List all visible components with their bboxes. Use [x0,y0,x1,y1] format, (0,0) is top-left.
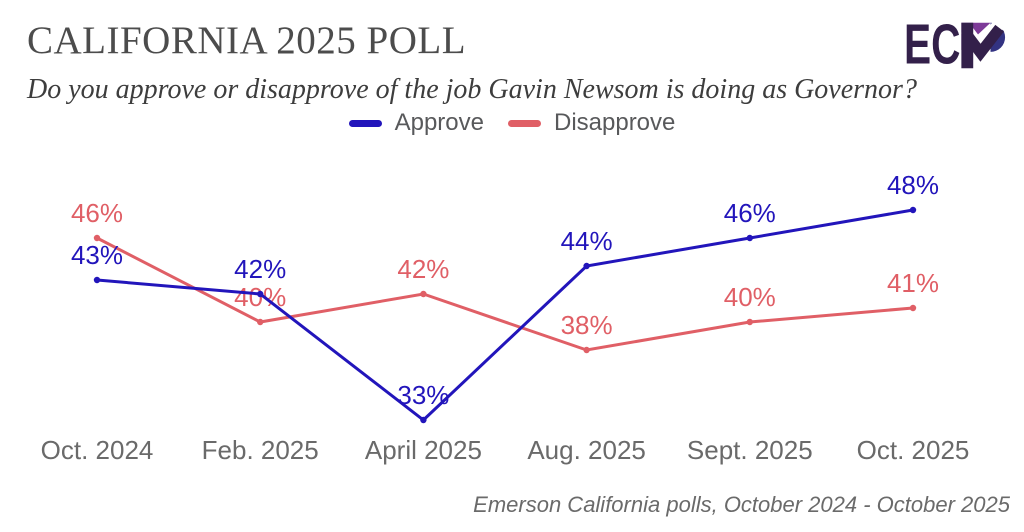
legend: Approve Disapprove [0,108,1024,138]
x-axis-label-3: Aug. 2025 [527,435,646,465]
data-label-approve-3: 44% [561,226,613,256]
data-point-approve-1 [257,290,264,298]
data-label-approve-2: 33% [397,380,449,410]
data-point-disapprove-5 [909,304,917,312]
data-point-approve-4 [746,234,753,242]
data-label-approve-4: 46% [724,198,776,228]
logo-p-stem [961,22,974,69]
series-line-approve [96,208,914,422]
approve-legend-label: Approve [394,109,484,136]
series-line-disapprove [96,236,914,352]
data-point-approve-0 [93,276,101,284]
x-axis-label-2: April 2025 [365,435,482,465]
data-point-disapprove-0 [93,234,101,242]
data-point-disapprove-3 [583,346,590,354]
data-point-approve-5 [909,206,917,214]
data-label-disapprove-2: 42% [397,254,449,284]
data-label-disapprove-5: 41% [887,268,939,298]
x-axis-label-4: Sept. 2025 [687,435,813,465]
data-label-approve-0: 43% [71,240,123,270]
x-axis-label-1: Feb. 2025 [202,435,319,465]
approve-swatch [348,119,382,127]
chart-subtitle: Do you approve or disapprove of the job … [27,74,917,105]
ecp-logo: EC [904,13,1006,76]
data-label-disapprove-3: 38% [561,310,613,340]
data-point-disapprove-4 [746,318,753,326]
ecp-logo-svg: EC [904,13,1006,76]
disapprove-swatch [507,119,541,127]
x-axis-label-0: Oct. 2024 [41,435,154,465]
data-point-approve-3 [583,262,590,270]
data-point-approve-2 [420,416,427,424]
data-point-disapprove-2 [420,290,427,298]
data-label-disapprove-4: 40% [724,282,776,312]
data-label-disapprove-0: 46% [71,198,123,228]
data-label-approve-1: 42% [234,254,286,284]
source-note: Emerson California polls, October 2024 -… [473,492,1010,517]
x-axis-label-5: Oct. 2025 [857,435,970,465]
legend-item-approve: Approve [348,109,484,137]
logo-ec-text: EC [904,20,960,71]
data-label-approve-5: 48% [887,170,939,200]
disapprove-legend-label: Disapprove [553,109,676,136]
legend-item-disapprove: Disapprove [507,109,676,137]
page-title: CALIFORNIA 2025 POLL [27,19,467,62]
data-point-disapprove-1 [257,318,264,326]
